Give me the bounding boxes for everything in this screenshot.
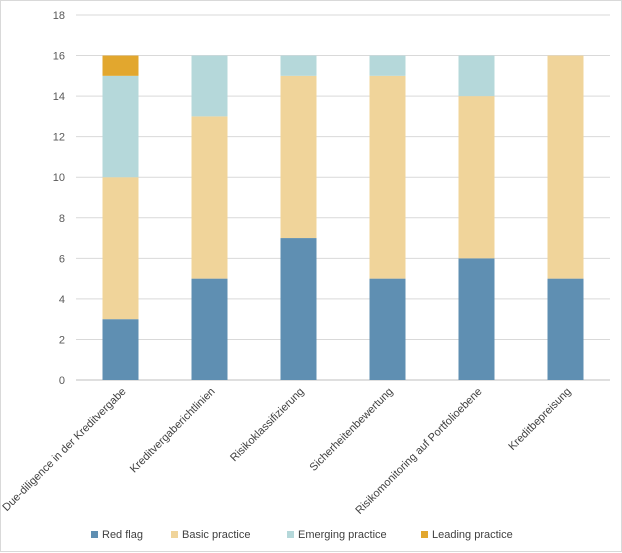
bar-segment	[547, 278, 584, 380]
x-category-label: Kreditbepreisung	[506, 386, 573, 453]
bar-segment	[458, 96, 495, 259]
y-tick-label: 10	[53, 172, 65, 184]
bar-segment	[458, 55, 495, 97]
gridlines	[76, 14, 610, 381]
bar-segment	[191, 116, 228, 279]
y-tick-label: 12	[53, 132, 65, 144]
bar-segment	[102, 319, 139, 380]
y-tick-label: 2	[59, 334, 65, 346]
x-category-label: Risikoklassifizierung	[228, 386, 307, 465]
bar-segment	[102, 55, 139, 76]
legend-swatch	[287, 531, 294, 538]
legend-swatch	[171, 531, 178, 538]
legend-swatch	[421, 531, 428, 538]
bar-segment	[280, 238, 317, 380]
bar-segment	[458, 258, 495, 380]
legend-label: Emerging practice	[298, 529, 387, 541]
y-axis-ticks: 0 2 4 6 8 10 12 14 16 18	[53, 10, 65, 387]
y-tick-label: 4	[59, 294, 65, 306]
bar-segment	[102, 75, 139, 178]
bar-segment	[369, 278, 406, 380]
legend-label: Basic practice	[182, 529, 250, 541]
y-tick-label: 8	[59, 213, 65, 225]
bars	[102, 55, 584, 380]
bar-segment	[280, 75, 317, 239]
bar-segment	[191, 55, 228, 117]
bar-segment	[280, 55, 317, 76]
x-axis-labels: Due-diligence in der Kreditvergabe Kredit…	[1, 386, 574, 517]
y-tick-label: 6	[59, 253, 65, 265]
legend: Red flag Basic practice Emerging practice L…	[91, 529, 513, 541]
bar-segment	[369, 75, 406, 279]
x-category-label: Kreditvergaberichtlinien	[128, 386, 218, 476]
y-tick-label: 18	[53, 10, 65, 22]
legend-swatch	[91, 531, 98, 538]
x-category-label: Due-diligence in der Kreditvergabe	[1, 386, 129, 514]
y-tick-label: 16	[53, 51, 65, 63]
bar-segment	[547, 55, 584, 279]
y-tick-label: 0	[59, 375, 65, 387]
y-tick-label: 14	[53, 91, 65, 103]
x-category-label: Sicherheitenbewertung	[308, 386, 396, 474]
legend-label: Red flag	[102, 529, 143, 541]
bar-segment	[369, 55, 406, 76]
legend-label: Leading practice	[432, 529, 513, 541]
bar-segment	[102, 177, 139, 320]
bar-segment	[191, 278, 228, 380]
